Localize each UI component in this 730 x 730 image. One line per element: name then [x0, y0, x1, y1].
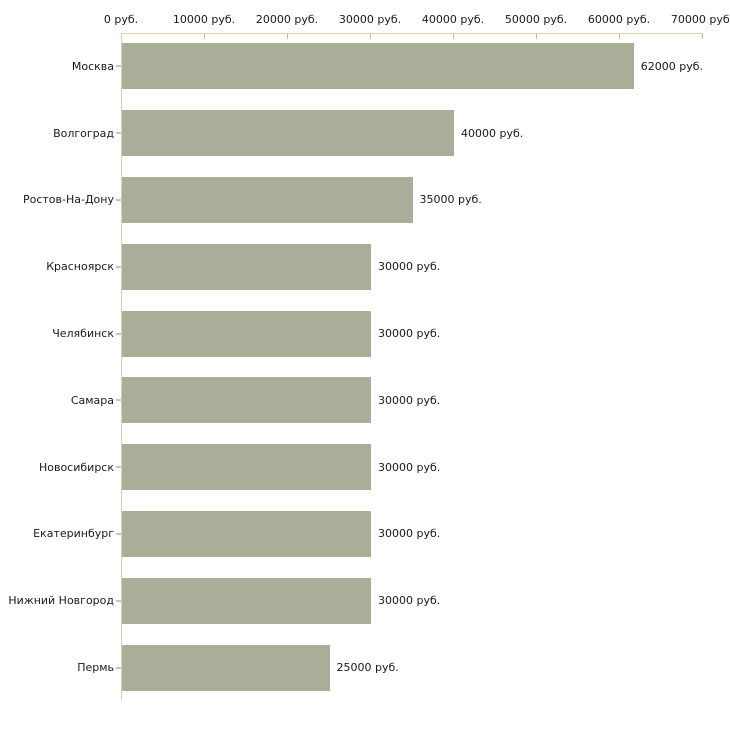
y-tick-mark: [116, 65, 121, 68]
x-tick-label: 0 руб.: [103, 13, 139, 26]
bar: [122, 243, 371, 290]
bar-row: Екатеринбург 30000 руб.: [33, 501, 703, 568]
x-tick-mark: [536, 34, 537, 39]
y-tick-mark: [116, 532, 121, 535]
category-label: Нижний Новгород: [8, 594, 114, 608]
bar-row: Новосибирск 30000 руб.: [39, 434, 703, 501]
value-label: 62000 руб.: [640, 59, 703, 73]
x-tick-label: 30000 руб.: [338, 13, 402, 26]
category-label: Пермь: [77, 661, 114, 675]
bar-row: Челябинск 30000 руб.: [52, 300, 703, 367]
value-label: 40000 руб.: [461, 126, 524, 140]
bar: [122, 310, 371, 357]
category-label: Самара: [70, 393, 114, 407]
plot-area: Москва 62000 руб. Волгоград 40000 руб. Росто…: [8, 33, 703, 701]
bar-row: Волгоград 40000 руб.: [53, 100, 703, 167]
x-tick-mark: [702, 34, 703, 39]
bar-row: Нижний Новгород 30000 руб.: [8, 567, 703, 634]
x-tick-label: 70000 руб.: [670, 13, 730, 26]
y-tick-mark: [116, 265, 121, 268]
x-tick-label: 50000 руб.: [504, 13, 568, 26]
bar: [122, 110, 454, 157]
x-tick-mark: [619, 34, 620, 39]
y-tick-mark: [116, 399, 121, 402]
bar-row: Самара 30000 руб.: [71, 367, 703, 434]
bar: [122, 176, 413, 223]
category-label: Екатеринбург: [33, 527, 114, 541]
value-label: 30000 руб.: [378, 327, 441, 341]
value-label: 35000 руб.: [419, 193, 482, 207]
value-label: 30000 руб.: [378, 460, 441, 474]
bar-row: Красноярск 30000 руб.: [46, 233, 703, 300]
y-axis-line: [121, 33, 122, 700]
bar: [122, 444, 371, 491]
bar: [122, 644, 330, 691]
x-tick-mark: [453, 34, 454, 39]
value-label: 30000 руб.: [378, 594, 441, 608]
value-label: 30000 руб.: [378, 527, 441, 541]
y-tick-mark: [116, 198, 121, 201]
category-label: Новосибирск: [38, 460, 114, 474]
y-tick-mark: [116, 132, 121, 135]
value-label: 30000 руб.: [378, 260, 441, 274]
value-label: 30000 руб.: [378, 393, 441, 407]
x-tick-mark: [204, 34, 205, 39]
x-tick-mark: [287, 34, 288, 39]
y-tick-mark: [116, 666, 121, 669]
y-tick-mark: [116, 466, 121, 469]
value-label: 25000 руб.: [336, 661, 399, 675]
x-axis-line: [121, 33, 703, 34]
x-tick-label: 60000 руб.: [587, 13, 651, 26]
x-tick-label: 20000 руб.: [255, 13, 319, 26]
bar-row: Москва 62000 руб.: [72, 33, 703, 100]
x-tick-label: 40000 руб.: [421, 13, 485, 26]
category-label: Челябинск: [52, 327, 114, 341]
category-label: Ростов-На-Дону: [22, 193, 114, 207]
bar-row: Ростов-На-Дону 35000 руб.: [23, 167, 703, 234]
bar: [122, 43, 634, 90]
x-tick-mark: [370, 34, 371, 39]
category-label: Красноярск: [46, 260, 114, 274]
category-label: Волгоград: [53, 126, 114, 140]
bar: [122, 577, 371, 624]
y-tick-mark: [116, 599, 121, 602]
category-label: Москва: [71, 59, 114, 73]
x-tick-label: 10000 руб.: [172, 13, 236, 26]
bar: [122, 377, 371, 424]
x-axis: 0 руб. 10000 руб. 20000 руб. 30000 руб. 4000…: [104, 13, 730, 27]
bar: [122, 510, 371, 557]
bar-row: Пермь 25000 руб.: [77, 634, 703, 701]
y-tick-mark: [116, 332, 121, 335]
